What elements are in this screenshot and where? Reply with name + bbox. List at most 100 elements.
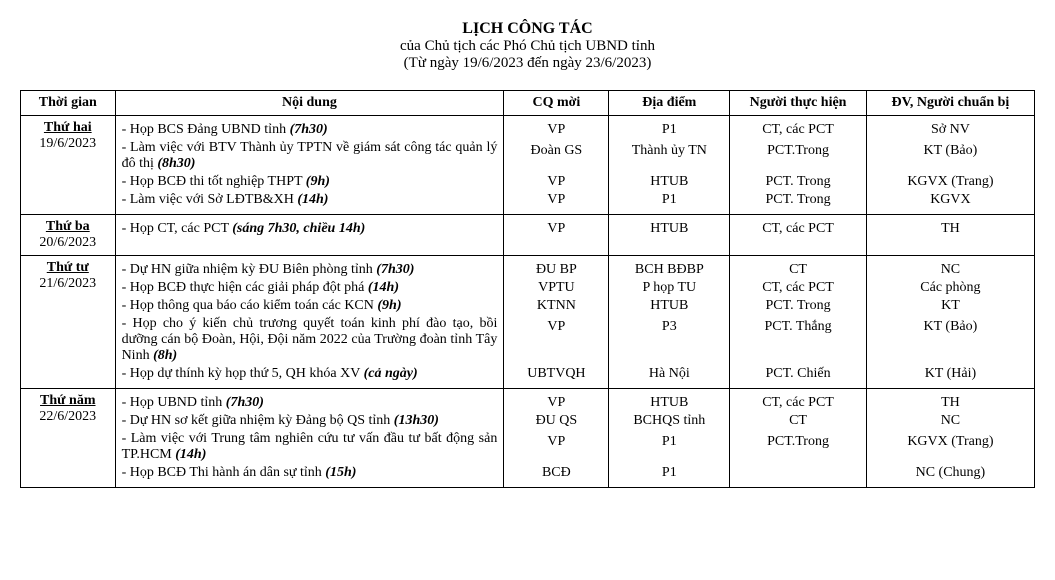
schedule-item: - Dự HN giữa nhiệm kỳ ĐU Biên phòng tỉnh… [122,262,498,278]
cell-cq-line: BCĐ [510,465,602,481]
cell-loc-line: P họp TU [615,280,723,296]
item-time-tag: (7h30) [290,122,328,137]
cell-cq-line: ĐU QS [510,413,602,429]
table-header-row: Thời gian Nội dung CQ mời Địa điểm Người… [21,91,1035,116]
cell-loc: HTUB [609,215,730,256]
item-time-tag: (13h30) [394,413,439,428]
item-time-tag: (9h) [377,298,401,313]
document-title: LỊCH CÔNG TÁC [20,20,1035,38]
cell-cq-line: ĐU BP [510,262,602,278]
cell-prep-line: TH [873,221,1028,237]
table-row: Thứ năm22/6/2023- Họp UBND tỉnh (7h30)- … [21,389,1035,488]
col-header-cq: CQ mời [504,91,609,116]
table-row: Thứ hai19/6/2023 - Họp BCS Đảng UBND tỉnh… [21,116,1035,215]
cell-loc: HTUBBCHQS tỉnhP1P1 [609,389,730,488]
cell-person-line: PCT. Trong [736,298,860,314]
item-text: - Họp BCĐ thực hiện các giải pháp đột ph… [122,280,368,295]
cell-loc-line: P3 [615,316,723,364]
cell-person: CT, các PCT [730,215,867,256]
cell-loc-line: BCHQS tỉnh [615,413,723,429]
item-text: - Dự HN giữa nhiệm kỳ ĐU Biên phòng tỉnh [122,262,377,277]
item-time-tag: (8h30) [157,156,195,171]
item-time-tag: (14h) [175,447,206,462]
cell-prep-line: KGVX (Trang) [873,431,1028,463]
cell-loc: BCH BĐBPP họp TUHTUBP3Hà Nội [609,256,730,389]
item-text: - Họp CT, các PCT [122,221,233,236]
item-time-tag: (14h) [297,192,328,207]
cell-person-line: CT, các PCT [736,221,860,237]
day-date: 20/6/2023 [27,235,109,251]
cell-prep-line: NC (Chung) [873,465,1028,481]
cell-prep-line: NC [873,413,1028,429]
item-text: - Họp BCĐ Thi hành án dân sự tỉnh [122,465,326,480]
cell-cq: VPĐoàn GSVPVP [504,116,609,215]
item-time-tag: (15h) [325,465,356,480]
cell-cq-line: UBTVQH [510,366,602,382]
item-time-tag: (14h) [368,280,399,295]
cell-person-line: CT, các PCT [736,395,860,411]
cell-prep-line: NC [873,262,1028,278]
cell-loc: P1Thành ủy TNHTUBP1 [609,116,730,215]
cell-prep-line: Sở NV [873,122,1028,138]
col-header-prep: ĐV, Người chuẩn bị [866,91,1034,116]
schedule-item: - Họp dự thính kỳ họp thứ 5, QH khóa XV … [122,366,498,382]
cell-content: - Họp UBND tỉnh (7h30) - Dự HN sơ kết giữ… [115,389,504,488]
schedule-item: - Họp BCĐ thực hiện các giải pháp đột ph… [122,280,498,296]
day-name: Thứ hai [27,120,109,136]
cell-person-line: PCT. Thắng [736,316,860,364]
schedule-item: - Làm việc với BTV Thành ủy TPTN về giám… [122,140,498,172]
cell-loc-line: P1 [615,122,723,138]
cell-time: Thứ hai19/6/2023 [21,116,116,215]
cell-person: CT, các PCTCTPCT.Trong [730,389,867,488]
col-header-content: Nội dung [115,91,504,116]
cell-loc-line: HTUB [615,221,723,237]
cell-loc-line: P1 [615,431,723,463]
item-time-tag: (cả ngày) [364,366,418,381]
cell-person-line: CT [736,262,860,278]
schedule-item: - Làm việc với Trung tâm nghiên cứu tư v… [122,431,498,463]
schedule-item: - Họp BCĐ Thi hành án dân sự tỉnh (15h) [122,465,498,481]
schedule-item: - Họp CT, các PCT (sáng 7h30, chiều 14h) [122,221,498,237]
table-body: Thứ hai19/6/2023 - Họp BCS Đảng UBND tỉnh… [21,116,1035,488]
day-name: Thứ ba [27,219,109,235]
cell-prep-line: KT [873,298,1028,314]
item-text: - Họp cho ý kiến chủ trương quyết toán k… [122,316,498,363]
cell-prep-line: KGVX [873,192,1028,208]
cell-prep: Sở NV KT (Bảo) KGVX (Trang) KGVX [866,116,1034,215]
cell-loc-line: Hà Nội [615,366,723,382]
schedule-item: - Họp UBND tỉnh (7h30) [122,395,498,411]
item-time-tag: (7h30) [226,395,264,410]
item-time-tag: (7h30) [376,262,414,277]
cell-cq: VPĐU QSVPBCĐ [504,389,609,488]
cell-person-line: CT [736,413,860,429]
col-header-time: Thời gian [21,91,116,116]
schedule-item: - Họp BCS Đảng UBND tỉnh (7h30) [122,122,498,138]
table-row: Thứ tư21/6/2023 - Dự HN giữa nhiệm kỳ ĐU … [21,256,1035,389]
schedule-item: - Họp cho ý kiến chủ trương quyết toán k… [122,316,498,364]
cell-prep-line: KT (Hải) [873,366,1028,382]
day-name: Thứ tư [27,260,109,276]
cell-cq: VP [504,215,609,256]
cell-prep-line: KGVX (Trang) [873,174,1028,190]
cell-person-line: PCT. Trong [736,174,860,190]
cell-loc-line: P1 [615,192,723,208]
cell-prep: NCCác phòngKTKT (Bảo)KT (Hải) [866,256,1034,389]
item-text: - Dự HN sơ kết giữa nhiệm kỳ Đảng bộ QS … [122,413,394,428]
cell-content: - Họp CT, các PCT (sáng 7h30, chiều 14h) [115,215,504,256]
cell-time: Thứ tư21/6/2023 [21,256,116,389]
day-name: Thứ năm [27,393,109,409]
cell-cq-line: VP [510,174,602,190]
cell-content: - Dự HN giữa nhiệm kỳ ĐU Biên phòng tỉnh… [115,256,504,389]
item-text: - Làm việc với Sở LĐTB&XH [122,192,298,207]
col-header-loc: Địa điểm [609,91,730,116]
cell-cq-line: VPTU [510,280,602,296]
cell-prep: THNCKGVX (Trang)NC (Chung) [866,389,1034,488]
schedule-item: - Dự HN sơ kết giữa nhiệm kỳ Đảng bộ QS … [122,413,498,429]
cell-cq-line: VP [510,122,602,138]
cell-person: CTCT, các PCTPCT. TrongPCT. ThắngPCT. Ch… [730,256,867,389]
cell-time: Thứ ba20/6/2023 [21,215,116,256]
schedule-item: - Làm việc với Sở LĐTB&XH (14h) [122,192,498,208]
cell-person-line: PCT. Chiến [736,366,860,382]
cell-prep-line: KT (Bảo) [873,140,1028,172]
cell-person-line: CT, các PCT [736,122,860,138]
